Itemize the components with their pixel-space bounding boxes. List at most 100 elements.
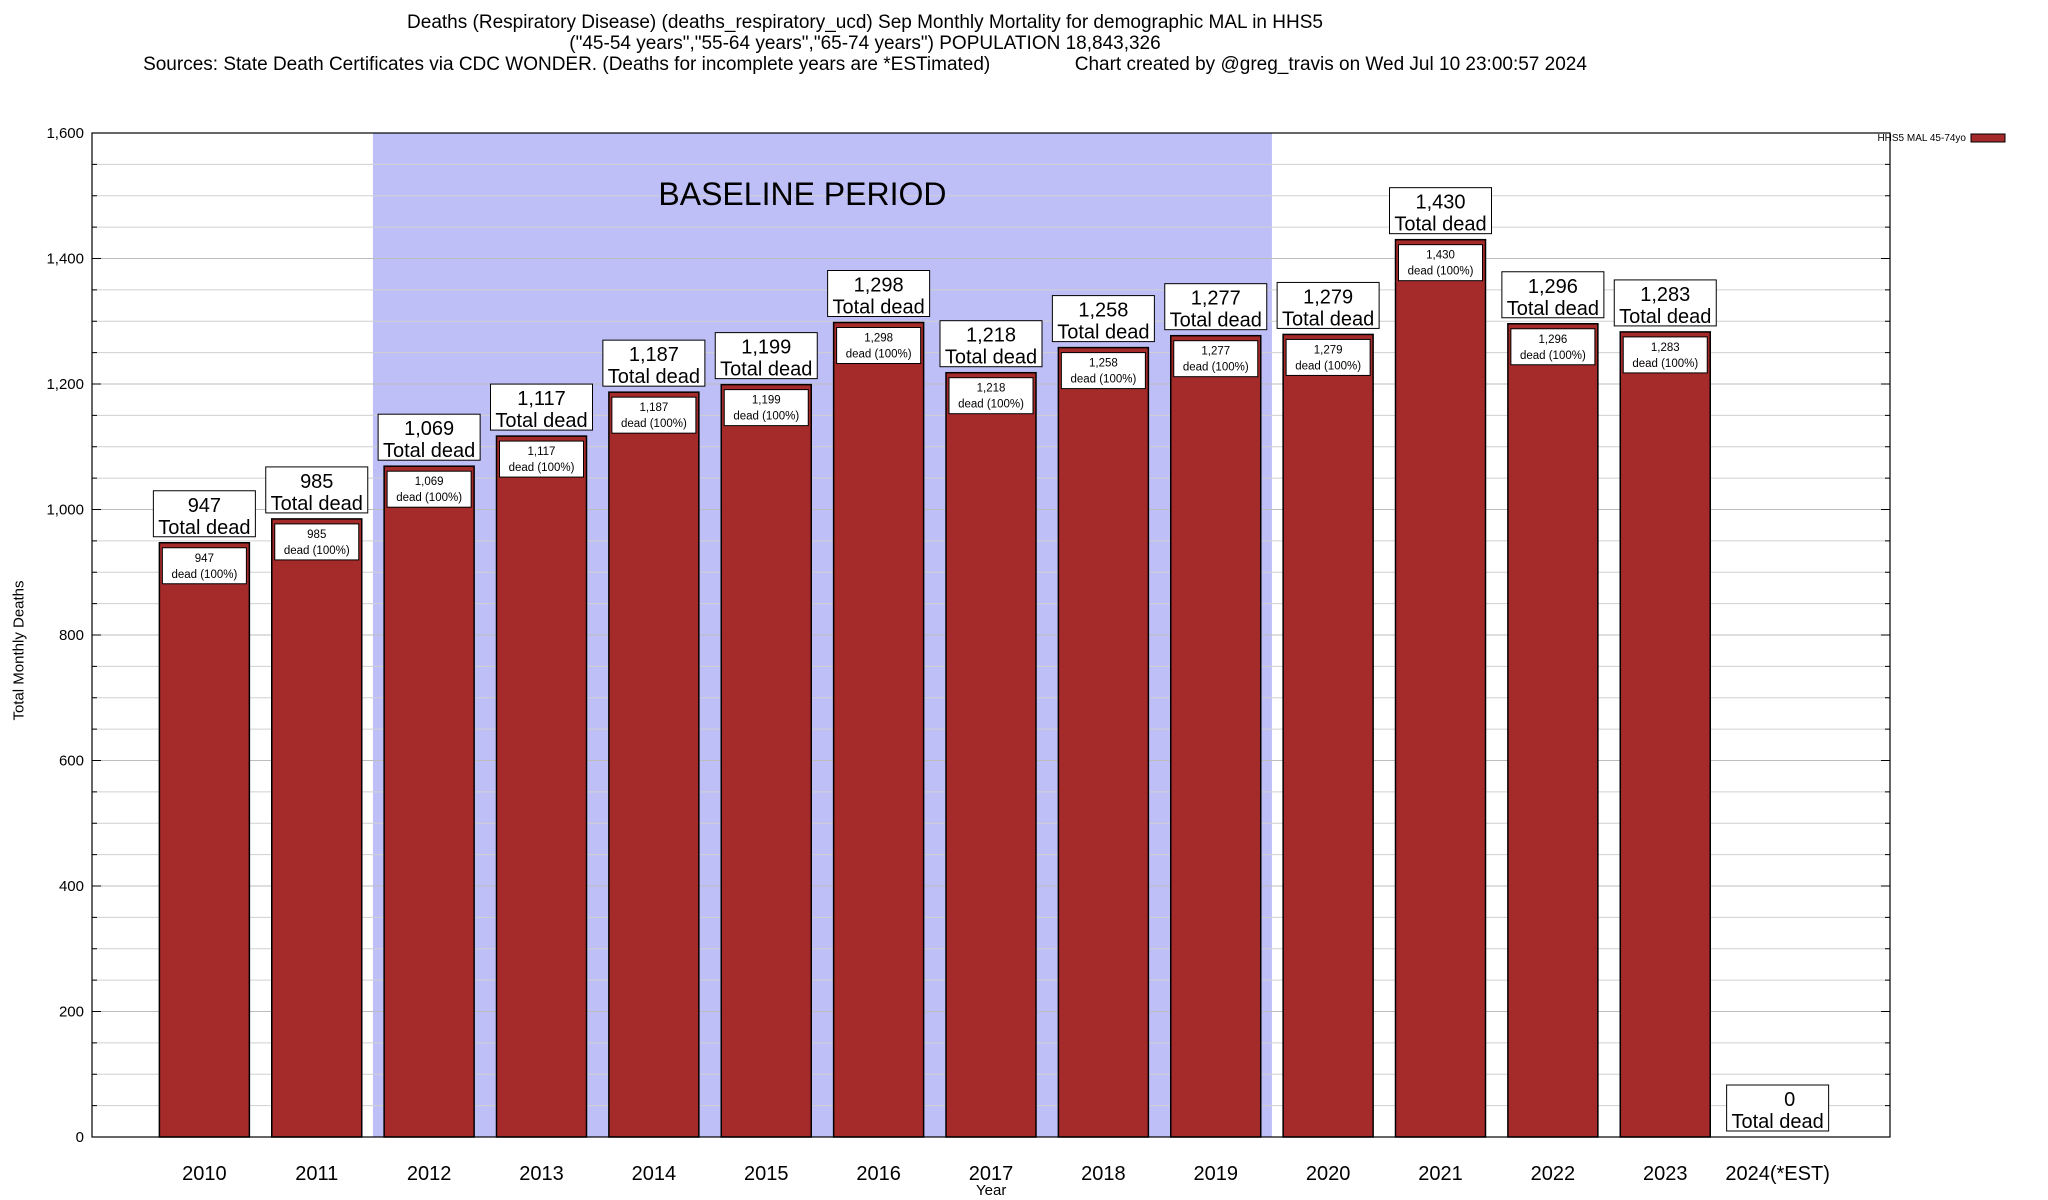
- top-label-value: 1,199: [741, 337, 791, 359]
- top-label-box: [1501, 271, 1605, 319]
- inner-label-box: [1622, 336, 1708, 374]
- x-tick-label-2010: 2010: [182, 1163, 227, 1185]
- top-label-value: 1,430: [1415, 192, 1465, 214]
- x-tick-label-2018: 2018: [1081, 1163, 1126, 1185]
- bar-2012: [383, 465, 475, 1138]
- top-label-value: 1,187: [629, 344, 679, 366]
- inner-label-box: [161, 547, 247, 585]
- x-tick-label-2011: 2011: [295, 1163, 338, 1185]
- top-label-suffix: Total dead: [1282, 308, 1374, 330]
- legend-label: HHS5 MAL 45-74yo: [1877, 133, 1966, 144]
- bar-2014: [608, 391, 700, 1138]
- bar-2022: [1507, 323, 1599, 1138]
- top-label-value: 1,218: [966, 325, 1016, 347]
- top-label-value: 0: [1784, 1089, 1795, 1111]
- top-label-suffix: Total dead: [1170, 310, 1262, 332]
- inner-label-suffix: dead (100%): [958, 399, 1024, 411]
- inner-label-suffix: dead (100%): [1408, 266, 1474, 278]
- top-label-suffix: Total dead: [720, 359, 812, 381]
- top-label-value: 1,283: [1640, 284, 1690, 306]
- top-label-box: [1726, 1084, 1830, 1132]
- inner-label-value: 1,069: [415, 476, 444, 488]
- top-label-value: 1,258: [1078, 300, 1128, 322]
- bar-2023: [1619, 331, 1711, 1138]
- x-tick-label-2019: 2019: [1194, 1163, 1239, 1185]
- x-tick-label-2022: 2022: [1531, 1163, 1576, 1185]
- top-label-box: [714, 332, 818, 380]
- inner-label-box: [1510, 328, 1596, 366]
- y-tick-label: 600: [59, 753, 84, 770]
- x-tick-label-2017: 2017: [969, 1163, 1014, 1185]
- inner-label-suffix: dead (100%): [846, 349, 912, 361]
- bar-2013: [495, 435, 588, 1138]
- top-label-suffix: Total dead: [608, 366, 700, 388]
- top-label-value: 947: [188, 495, 221, 517]
- inner-label-suffix: dead (100%): [1520, 350, 1586, 362]
- bar-2015: [720, 383, 812, 1138]
- y-tick-label: 1,400: [46, 251, 84, 268]
- top-label-suffix: Total dead: [945, 347, 1037, 369]
- inner-label-suffix: dead (100%): [1183, 362, 1249, 374]
- inner-label-box: [836, 327, 922, 365]
- x-tick-label-2015: 2015: [744, 1163, 789, 1185]
- top-label-suffix: Total dead: [1619, 306, 1711, 328]
- bar-2011: [271, 518, 363, 1138]
- x-tick-label-2023: 2023: [1643, 1163, 1688, 1185]
- inner-label-box: [948, 377, 1034, 415]
- x-axis-label: Year: [976, 1182, 1007, 1199]
- top-label-value: 1,277: [1191, 288, 1241, 310]
- inner-label-box: [1285, 338, 1371, 376]
- y-tick-label: 0: [76, 1129, 84, 1146]
- inner-label-value: 1,298: [864, 333, 893, 345]
- top-label-box: [1164, 283, 1268, 331]
- inner-label-value: 1,283: [1651, 342, 1680, 354]
- top-label-box: [1051, 295, 1155, 343]
- top-label-box: [377, 413, 481, 461]
- y-tick-label: 1,000: [46, 502, 84, 519]
- bar-2018: [1057, 346, 1150, 1138]
- top-label-suffix: Total dead: [1507, 298, 1599, 320]
- x-tick-label-2013: 2013: [519, 1163, 564, 1185]
- bar-2016: [832, 321, 925, 1138]
- top-label-value: 1,117: [517, 388, 566, 410]
- x-tick-label-2021: 2021: [1418, 1163, 1463, 1185]
- top-label-suffix: Total dead: [1731, 1111, 1823, 1133]
- y-tick-label: 800: [59, 627, 84, 644]
- inner-label-suffix: dead (100%): [284, 545, 350, 557]
- top-label-box: [152, 490, 256, 538]
- baseline-period-label: BASELINE PERIOD: [658, 176, 946, 212]
- inner-label-suffix: dead (100%): [1070, 374, 1136, 386]
- x-tick-label-2020: 2020: [1306, 1163, 1351, 1185]
- top-label-value: 1,279: [1303, 286, 1353, 308]
- inner-label-value: 1,199: [752, 395, 781, 407]
- inner-label-box: [723, 389, 809, 427]
- bar-2020: [1282, 333, 1374, 1138]
- x-tick-label-2014: 2014: [632, 1163, 677, 1185]
- top-label-suffix: Total dead: [383, 440, 475, 462]
- y-axis-label: Total Monthly Deaths: [10, 580, 28, 721]
- chart-title-line-3: Sources: State Death Certificates via CD…: [143, 54, 1587, 75]
- inner-label-value: 947: [195, 553, 214, 565]
- inner-label-box: [1060, 352, 1146, 390]
- bar-2017: [945, 371, 1037, 1138]
- top-label-box: [1276, 281, 1380, 329]
- y-tick-label: 1,600: [46, 125, 84, 142]
- inner-label-suffix: dead (100%): [1295, 360, 1361, 372]
- top-label-suffix: Total dead: [832, 297, 924, 319]
- inner-label-suffix: dead (100%): [396, 492, 462, 504]
- inner-label-value: 1,117: [528, 446, 556, 458]
- inner-label-suffix: dead (100%): [1632, 358, 1698, 370]
- inner-label-suffix: dead (100%): [733, 411, 799, 423]
- inner-label-box: [611, 396, 697, 434]
- chart-title-line-1: Deaths (Respiratory Disease) (deaths_res…: [407, 12, 1323, 33]
- top-label-box: [1389, 187, 1492, 235]
- x-tick-label-2024(*EST): 2024(*EST): [1725, 1163, 1830, 1185]
- inner-label-box: [499, 440, 584, 478]
- y-tick-label: 200: [59, 1004, 84, 1021]
- inner-label-box: [274, 523, 360, 561]
- x-tick-label-2016: 2016: [856, 1163, 901, 1185]
- bar-2010: [158, 542, 251, 1138]
- top-label-value: 1,296: [1528, 276, 1578, 298]
- inner-label-value: 1,296: [1538, 334, 1567, 346]
- top-label-suffix: Total dead: [158, 517, 250, 539]
